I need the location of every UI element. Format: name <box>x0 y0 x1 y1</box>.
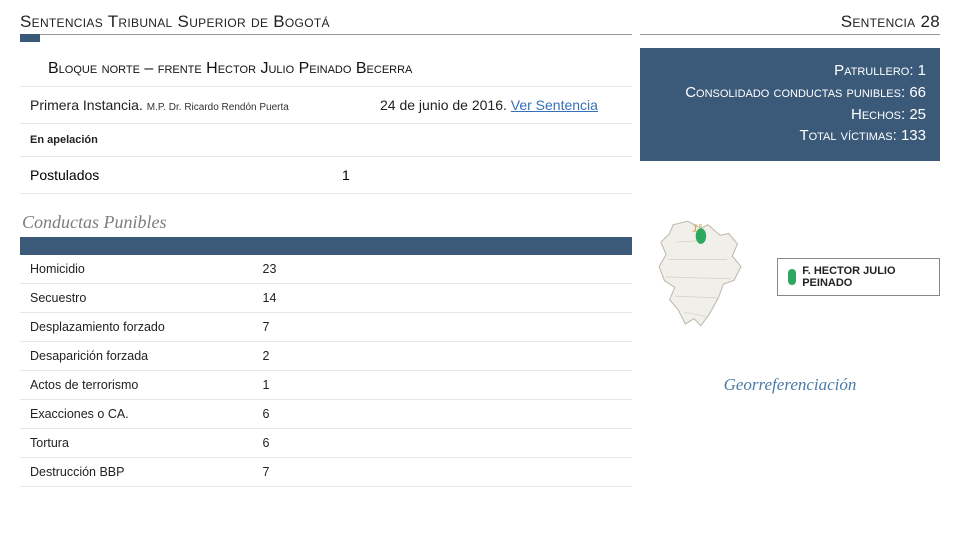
conducta-count: 2 <box>253 342 632 371</box>
table-row: Desaparición forzada2 <box>20 342 632 371</box>
conductas-title: Conductas Punibles <box>20 208 632 237</box>
conducta-count: 6 <box>253 429 632 458</box>
page-title-right: Sentencia 28 <box>640 12 940 34</box>
table-row: Exacciones o CA.6 <box>20 400 632 429</box>
georeferenciacion-label: Georreferenciación <box>640 375 940 395</box>
sentencia-label: Sentencia <box>841 12 916 31</box>
conducta-name: Tortura <box>20 429 253 458</box>
instancia-label: Primera Instancia. <box>30 97 143 113</box>
case-title-banner: Bloque norte – frente Hector Julio Peina… <box>20 52 632 86</box>
conducta-count: 23 <box>253 255 632 284</box>
postulados-row: Postulados 1 <box>20 156 632 194</box>
conducta-count: 6 <box>253 400 632 429</box>
meta-value: 1 <box>918 62 926 79</box>
conducta-name: Actos de terrorismo <box>20 371 253 400</box>
conducta-count: 14 <box>253 284 632 313</box>
conducta-count: 7 <box>253 458 632 487</box>
legend-swatch-icon <box>788 269 797 285</box>
instancia-date: 24 de junio de 2016. <box>380 97 507 113</box>
table-row: Desplazamiento forzado7 <box>20 313 632 342</box>
apelacion-label: En apelación <box>20 124 632 156</box>
instancia-mp: M.P. Dr. Ricardo Rendón Puerta <box>147 102 289 113</box>
table-row: Tortura6 <box>20 429 632 458</box>
table-row: Secuestro14 <box>20 284 632 313</box>
legend-label: F. HECTOR JULIO PEINADO <box>802 265 929 289</box>
conducta-name: Exacciones o CA. <box>20 400 253 429</box>
page-title-left: Sentencias Tribunal Superior de Bogotá <box>20 12 632 34</box>
conducta-name: Desplazamiento forzado <box>20 313 253 342</box>
meta-label: Consolidado conductas punibles: <box>685 84 909 101</box>
header-underline-right <box>640 34 940 42</box>
meta-value: 133 <box>901 127 926 144</box>
meta-row: Hechos: 25 <box>654 104 926 126</box>
colombia-map-icon: 1° <box>640 207 771 347</box>
meta-label: Patrullero: <box>834 62 918 79</box>
header-underline-left <box>20 34 632 42</box>
conductas-header-bar <box>20 237 632 255</box>
conducta-name: Homicidio <box>20 255 253 284</box>
meta-value: 66 <box>909 84 926 101</box>
postulados-label: Postulados <box>20 157 332 193</box>
meta-row: Consolidado conductas punibles: 66 <box>654 82 926 104</box>
conducta-name: Destrucción BBP <box>20 458 253 487</box>
meta-row: Patrullero: 1 <box>654 60 926 82</box>
postulados-value: 1 <box>332 157 632 193</box>
sentencia-number: 28 <box>920 12 940 31</box>
conducta-count: 1 <box>253 371 632 400</box>
svg-text:1°: 1° <box>692 224 702 235</box>
meta-row: Total víctimas: 133 <box>654 125 926 147</box>
meta-label: Total víctimas: <box>799 127 901 144</box>
conducta-name: Secuestro <box>20 284 253 313</box>
ver-sentencia-link[interactable]: Ver Sentencia <box>511 97 598 113</box>
table-row: Destrucción BBP7 <box>20 458 632 487</box>
conducta-name: Desaparición forzada <box>20 342 253 371</box>
meta-box: Patrullero: 1Consolidado conductas punib… <box>640 48 940 161</box>
meta-label: Hechos: <box>851 106 909 123</box>
instancia-row: Primera Instancia. M.P. Dr. Ricardo Rend… <box>20 86 632 124</box>
table-row: Actos de terrorismo1 <box>20 371 632 400</box>
map-legend: F. HECTOR JULIO PEINADO <box>777 258 940 296</box>
conductas-table: Homicidio23Secuestro14Desplazamiento for… <box>20 255 632 487</box>
meta-value: 25 <box>909 106 926 123</box>
conducta-count: 7 <box>253 313 632 342</box>
map-block: 1° F. HECTOR JULIO PEINADO <box>640 207 940 347</box>
table-row: Homicidio23 <box>20 255 632 284</box>
